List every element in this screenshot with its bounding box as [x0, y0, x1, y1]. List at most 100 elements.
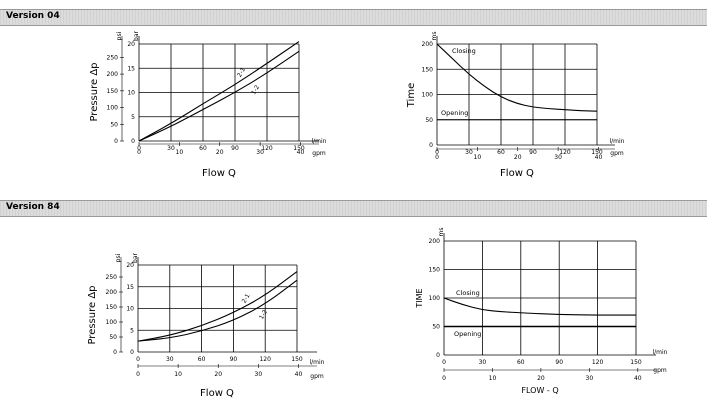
x2-tick-label: 0	[136, 371, 140, 378]
y-tick-label: 150	[422, 66, 434, 73]
y-axis-title: Pressure Δp	[89, 62, 100, 121]
x2-tick-label: 20	[537, 375, 545, 382]
x2-tick-label: 30	[255, 371, 263, 378]
y2-tick-label: 100	[107, 105, 119, 112]
section-title: Version 84	[6, 202, 60, 212]
series-label: Closing	[452, 47, 476, 55]
x-tick-label: 0	[136, 356, 140, 363]
y-tick-label: 5	[130, 327, 134, 334]
x-tick-label: 120	[559, 149, 571, 156]
y-tick-label: 0	[436, 352, 440, 359]
x-tick-label: 150	[291, 356, 303, 363]
x-tick-label: 60	[497, 149, 505, 156]
series-label: 2-1	[241, 293, 252, 305]
x2-unit-label: gpm	[653, 367, 667, 374]
y-tick-label: 50	[425, 117, 433, 124]
x-unit-label: l/min	[309, 359, 324, 366]
y-unit-label: ms	[438, 228, 445, 237]
y2-unit-label: psi	[115, 253, 122, 262]
x2-tick-label: 0	[442, 375, 446, 382]
y2-tick-label: 200	[106, 289, 118, 296]
x-unit-label: l/min	[311, 138, 326, 145]
x-axis-title: Flow Q	[500, 168, 534, 179]
x-tick-label: 0	[137, 145, 141, 152]
y-tick-label: 150	[429, 267, 441, 274]
x-tick-label: 30	[465, 149, 473, 156]
x-tick-label: 90	[529, 149, 537, 156]
x-tick-label: 60	[198, 356, 206, 363]
x2-tick-label: 20	[216, 149, 224, 156]
x-tick-label: 90	[230, 356, 238, 363]
x-tick-label: 60	[199, 145, 207, 152]
y2-tick-label: 50	[110, 121, 118, 128]
x-axis-title: Flow Q	[200, 388, 234, 399]
y2-tick-label: 250	[107, 54, 119, 61]
y2-tick-label: 200	[107, 71, 119, 78]
series-label: 1-2	[250, 84, 261, 96]
y-axis-title: TIME	[415, 288, 424, 308]
y2-tick-label: 250	[106, 274, 118, 281]
x2-unit-label: gpm	[310, 373, 324, 380]
x-tick-label: 120	[259, 356, 271, 363]
x-unit-label: l/min	[609, 138, 624, 145]
x2-tick-label: 40	[595, 154, 603, 161]
y2-unit-label: psi	[116, 31, 123, 40]
x2-unit-label: gpm	[610, 150, 624, 157]
x2-tick-label: 40	[297, 149, 305, 156]
x2-tick-label: 30	[256, 149, 264, 156]
x2-tick-label: 10	[474, 154, 482, 161]
x2-unit-label: gpm	[312, 150, 326, 157]
y-tick-label: 20	[126, 262, 134, 269]
series-line-1-2	[138, 50, 300, 142]
x-tick-label: 150	[293, 145, 305, 152]
y-tick-label: 200	[422, 41, 434, 48]
y2-tick-label: 50	[109, 334, 117, 341]
y-tick-label: 10	[127, 90, 135, 97]
x-axis-title: Flow Q	[202, 168, 236, 179]
y-tick-label: 0	[130, 349, 134, 356]
x2-tick-label: 10	[174, 371, 182, 378]
series-label: Closing	[456, 289, 480, 297]
x-tick-label: 30	[167, 145, 175, 152]
y-tick-label: 15	[127, 65, 135, 72]
series-line-closing	[436, 43, 598, 112]
series-line-2-1	[137, 271, 298, 342]
x-unit-label: l/min	[652, 349, 667, 356]
y-tick-label: 5	[131, 114, 135, 121]
y2-tick-label: 150	[107, 88, 119, 95]
series-label: Opening	[441, 109, 468, 117]
x-tick-label: 120	[592, 359, 604, 366]
y-tick-label: 15	[126, 284, 134, 291]
x-tick-label: 0	[435, 149, 439, 156]
section-header-version-84: Version 84	[0, 200, 707, 217]
x2-tick-label: 0	[137, 149, 141, 156]
y-tick-label: 200	[429, 238, 441, 245]
y2-tick-label: 0	[114, 138, 118, 145]
x2-tick-label: 20	[514, 154, 522, 161]
x-tick-label: 150	[591, 149, 603, 156]
x-tick-label: 90	[231, 145, 239, 152]
x2-tick-label: 40	[634, 375, 642, 382]
series-label: Opening	[454, 330, 481, 338]
y-tick-label: 10	[126, 306, 134, 313]
x2-tick-label: 0	[435, 154, 439, 161]
y-axis-title: Pressure Δp	[87, 285, 98, 344]
x2-tick-label: 10	[489, 375, 497, 382]
y-unit-label: ms	[431, 32, 438, 41]
section-header-version-04: Version 04	[0, 9, 707, 26]
x-tick-label: 0	[442, 359, 446, 366]
series-line-closing	[443, 297, 636, 316]
x-tick-label: 150	[630, 359, 642, 366]
x-tick-label: 60	[517, 359, 525, 366]
y-tick-label: 0	[131, 138, 135, 145]
series-line-2-1	[138, 41, 300, 142]
y2-tick-label: 100	[106, 319, 118, 326]
series-label: 1-2	[258, 309, 269, 321]
series-label: 2-1	[236, 66, 247, 78]
section-title: Version 04	[6, 11, 60, 21]
y-axis-title: Time	[406, 83, 417, 108]
series-line-1-2	[137, 279, 298, 342]
